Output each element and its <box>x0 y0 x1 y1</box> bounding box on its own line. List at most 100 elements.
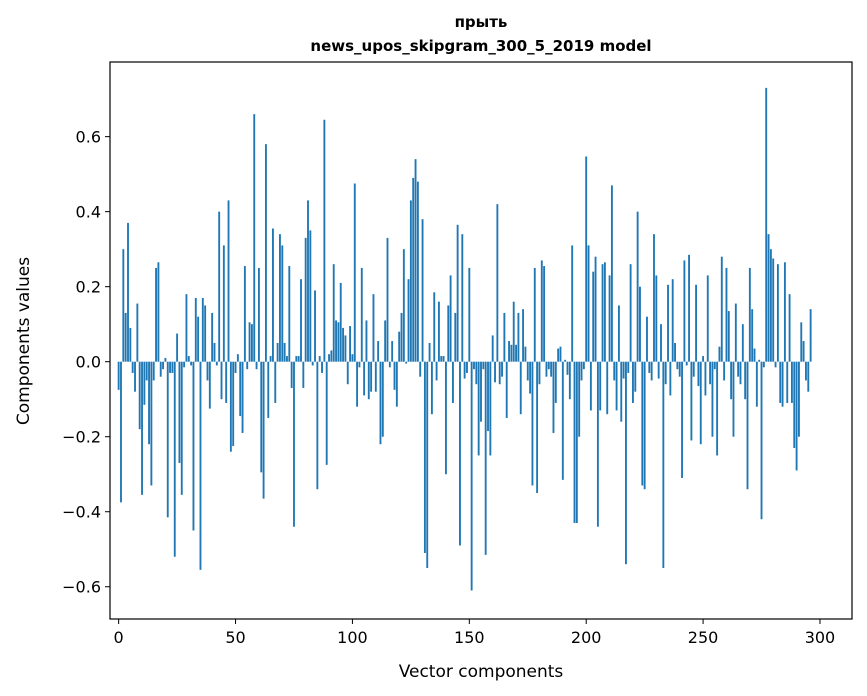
bar <box>517 312 520 362</box>
bar <box>515 344 517 362</box>
bar <box>753 348 756 362</box>
bar <box>725 267 728 362</box>
bar <box>253 114 256 362</box>
bar <box>297 356 300 362</box>
bar <box>276 342 279 362</box>
bar <box>360 267 363 362</box>
bar <box>346 361 349 385</box>
bar <box>295 356 298 362</box>
bar <box>248 322 251 362</box>
bar <box>279 234 281 362</box>
x-tick-label: 300 <box>805 628 836 647</box>
bar <box>491 335 494 362</box>
bar <box>632 361 634 403</box>
bar <box>328 354 330 362</box>
bar <box>561 361 564 480</box>
bar <box>641 361 644 486</box>
bar <box>250 324 253 362</box>
bar <box>807 361 810 392</box>
bar <box>374 361 377 392</box>
bar <box>162 361 164 370</box>
bar <box>664 361 667 385</box>
bar <box>122 249 125 362</box>
bar <box>239 361 242 417</box>
bar <box>503 312 506 362</box>
bar <box>718 346 721 362</box>
y-tick-label: −0.2 <box>62 428 101 447</box>
bar <box>437 301 440 362</box>
bar <box>391 341 394 362</box>
bar <box>367 361 370 400</box>
bar <box>197 316 200 362</box>
bar <box>762 361 765 368</box>
bar <box>449 275 452 362</box>
bar <box>309 230 312 362</box>
bar <box>627 361 630 373</box>
bar <box>720 256 723 362</box>
bar <box>229 361 232 452</box>
bar <box>386 237 389 362</box>
bar <box>264 144 267 362</box>
bar <box>559 346 562 362</box>
bar <box>660 324 662 362</box>
bar <box>372 294 375 362</box>
bar <box>809 309 812 362</box>
bar <box>358 361 361 368</box>
bar <box>683 260 686 362</box>
bar <box>353 183 356 362</box>
bar <box>484 361 487 555</box>
bar <box>566 361 569 375</box>
bar <box>152 361 155 381</box>
bar <box>538 361 541 385</box>
bar <box>531 361 534 486</box>
bar <box>669 361 672 396</box>
bar <box>688 254 690 362</box>
bar <box>746 361 749 490</box>
bar <box>267 361 270 418</box>
bar <box>550 361 553 377</box>
bar <box>272 228 274 362</box>
bar <box>300 279 302 362</box>
bar <box>655 275 658 362</box>
bar <box>625 361 627 565</box>
bar <box>381 361 384 437</box>
bar <box>447 305 450 362</box>
bar <box>159 361 162 377</box>
bar <box>452 361 454 403</box>
bar <box>526 361 529 381</box>
bar <box>344 335 347 362</box>
bar <box>206 361 209 381</box>
bar <box>480 361 482 422</box>
bar <box>466 361 468 373</box>
bar <box>127 222 129 362</box>
bar <box>190 361 193 366</box>
bar <box>505 361 508 418</box>
y-tick-label: 0.4 <box>76 203 101 222</box>
bar <box>314 290 316 362</box>
bar <box>412 177 415 362</box>
bar <box>734 303 737 362</box>
bar <box>695 284 698 362</box>
bar <box>571 245 574 362</box>
bar <box>234 361 237 373</box>
bar <box>218 211 221 362</box>
bar <box>702 356 705 362</box>
chart-title: прыть <box>455 13 508 31</box>
bar <box>547 361 550 370</box>
bar <box>454 312 457 362</box>
bar <box>603 262 606 362</box>
bar <box>657 361 660 379</box>
bar <box>790 361 793 403</box>
bar <box>711 361 714 437</box>
bar <box>213 342 216 362</box>
bar <box>433 292 436 362</box>
bar <box>477 361 480 456</box>
bar <box>629 264 632 362</box>
x-tick-label: 50 <box>225 628 245 647</box>
bar <box>601 264 604 362</box>
y-tick-label: 0.2 <box>76 278 101 297</box>
bar <box>482 361 485 370</box>
y-tick-label: 0.6 <box>76 128 101 147</box>
bar <box>150 361 153 486</box>
